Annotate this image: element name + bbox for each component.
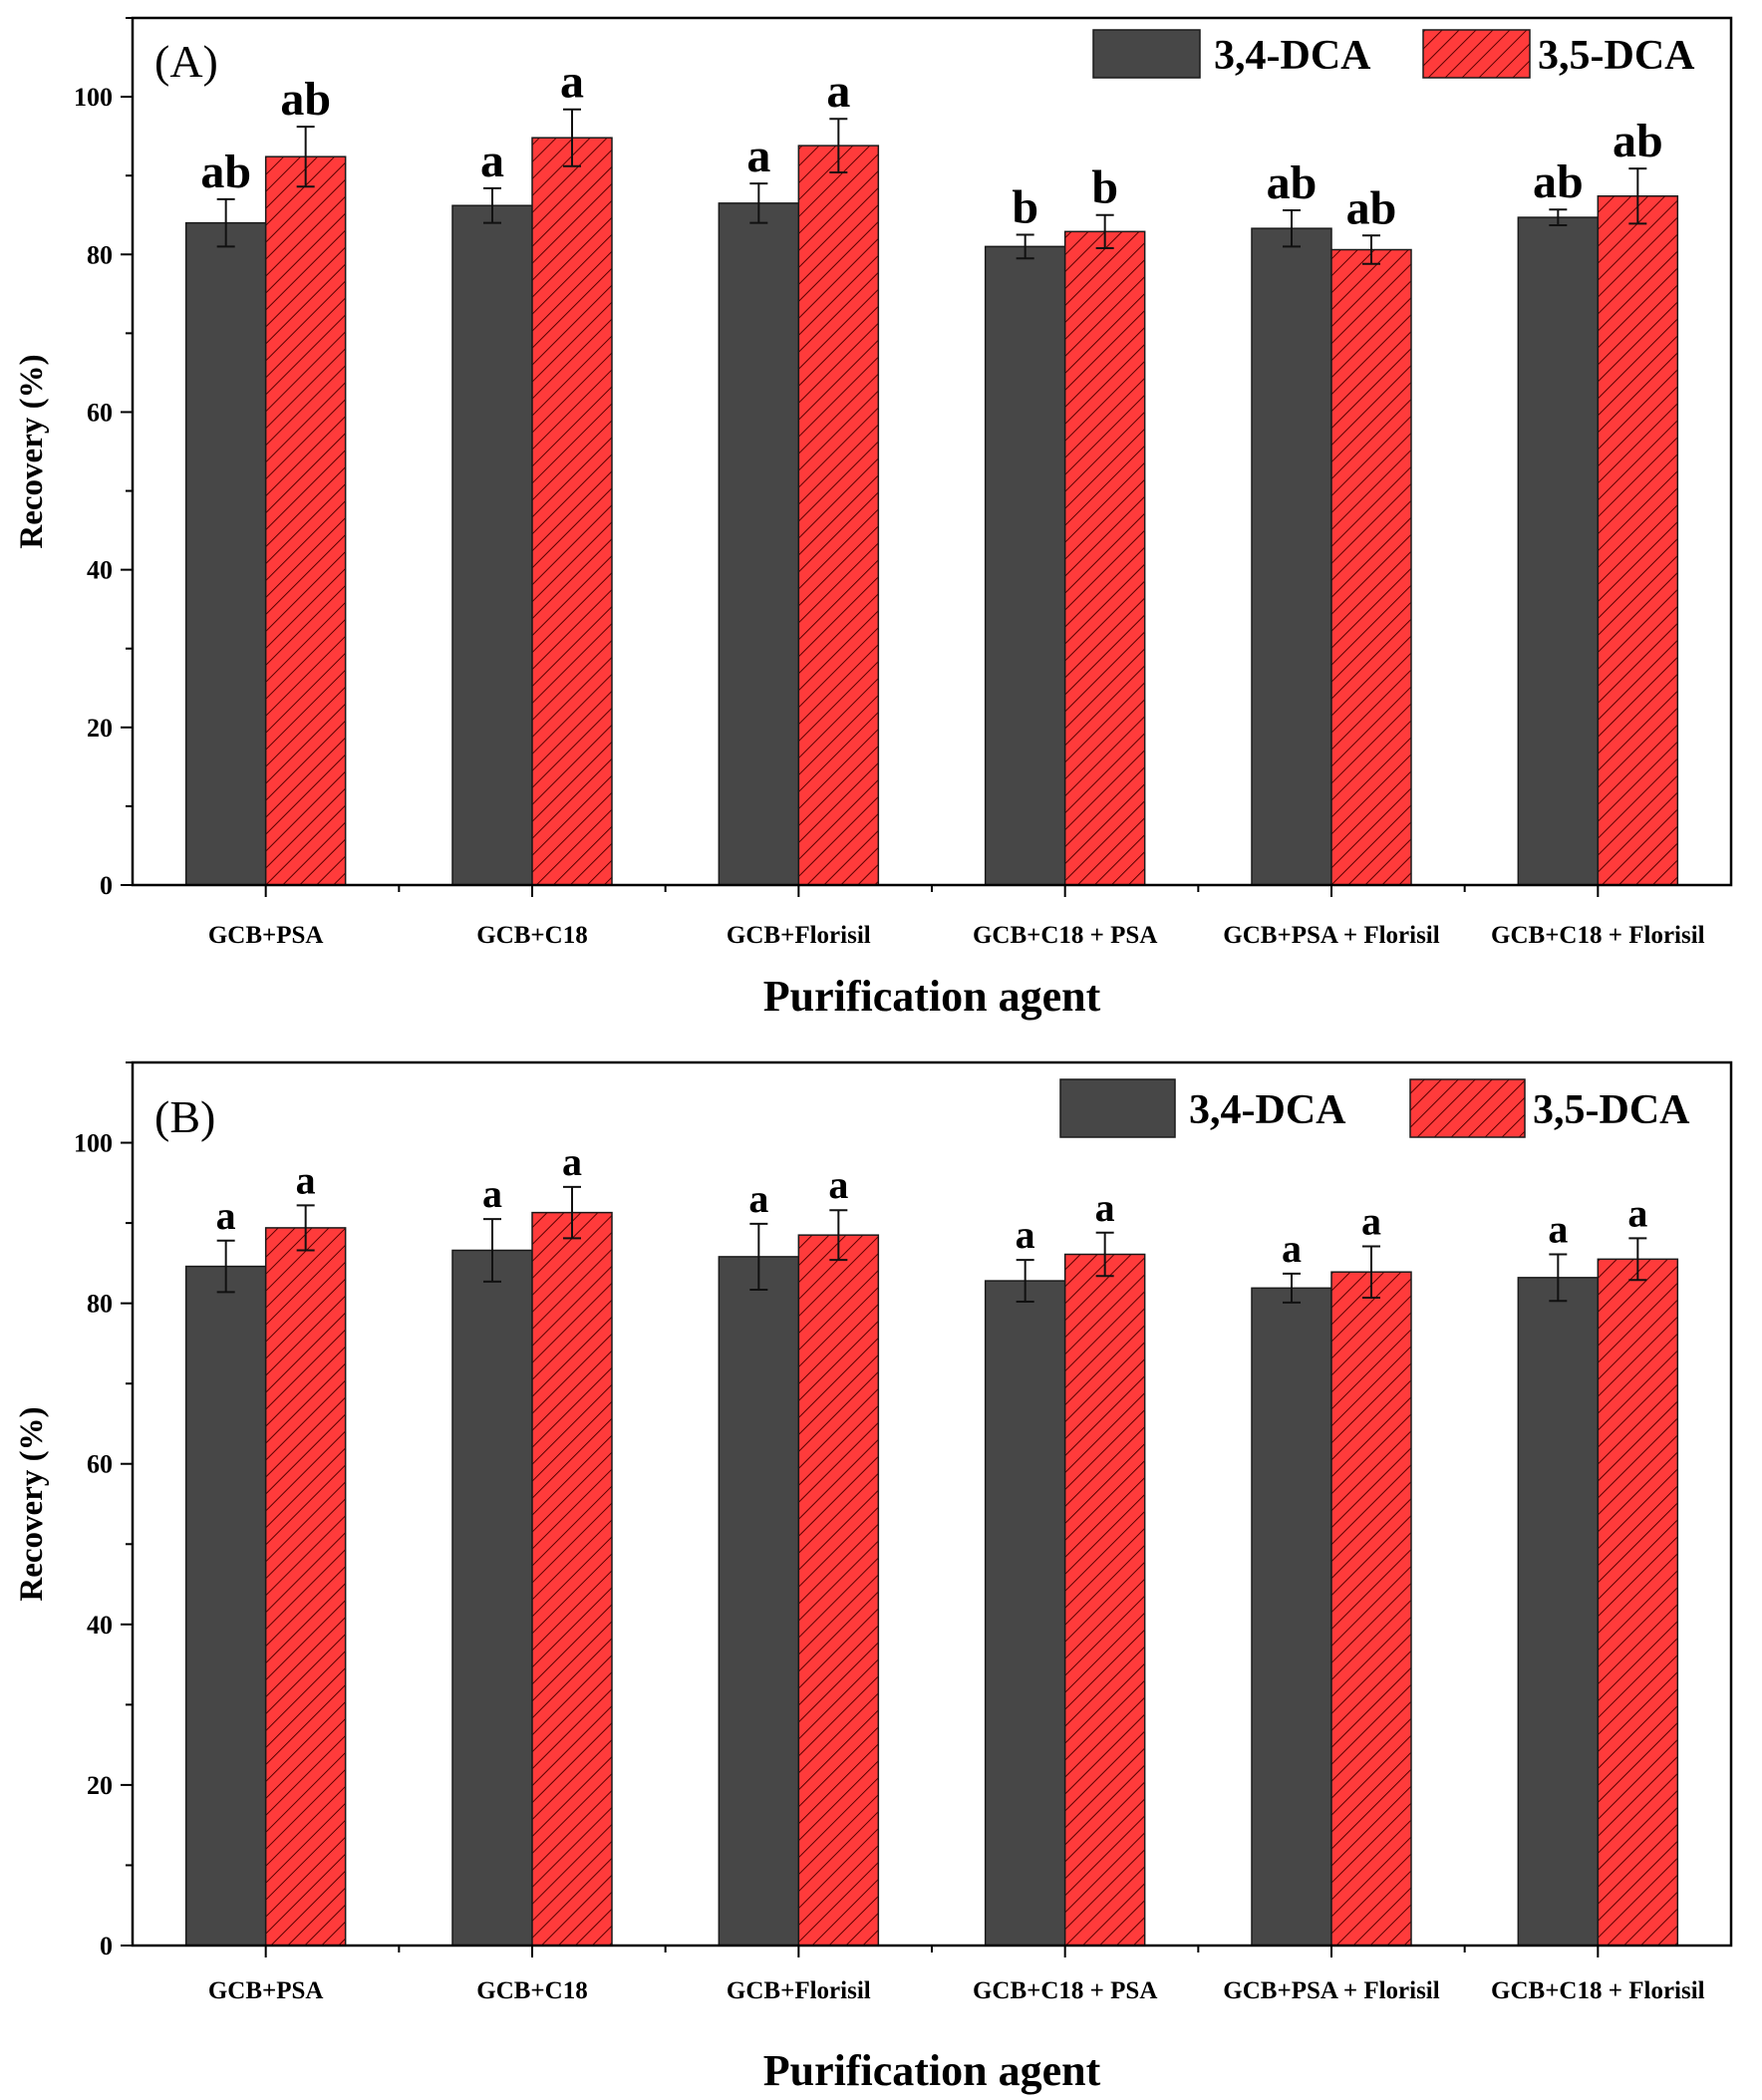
y-tick-label: 40 — [87, 556, 113, 585]
bar-3-5-dca — [1597, 194, 1679, 886]
chart-panel-b: 0 20 40 60 80 100 GCB+PSA a a GCB+C18 a a GCB+Floris… — [14, 1060, 1733, 2095]
significance-letter: a — [1282, 1226, 1302, 1271]
bar-3-4-dca — [184, 221, 267, 886]
plot-frame — [131, 1060, 1733, 1948]
category-label: GCB+C18 — [476, 1977, 587, 2004]
y-tick-label: 60 — [87, 398, 113, 427]
significance-letter: a — [748, 1176, 768, 1221]
bar-3-4-dca — [451, 204, 533, 886]
significance-letter: a — [1627, 1190, 1647, 1235]
significance-letter: ab — [280, 73, 331, 126]
y-tick-label: 100 — [74, 83, 113, 112]
bar-3-4-dca — [451, 1249, 533, 1947]
chart-panel-a: 020406080100GCB+PSAababGCB+C18aaGCB+Flor… — [14, 16, 1733, 1021]
category-label: GCB+C18 + Florisil — [1491, 1977, 1705, 2004]
bar-3-5-dca — [797, 1234, 880, 1947]
significance-letter: b — [1091, 161, 1118, 214]
significance-letter: a — [826, 65, 850, 118]
y-tick-label: 0 — [100, 871, 113, 900]
y-tick-label: 20 — [87, 714, 113, 743]
significance-letter: a — [1095, 1185, 1115, 1230]
x-axis-title: Purification agent — [763, 972, 1101, 1021]
significance-letter: a — [296, 1157, 316, 1202]
bar-3-4-dca — [718, 202, 800, 886]
plot-frame — [131, 16, 1733, 887]
bar-3-5-dca — [264, 155, 347, 886]
significance-letter: a — [216, 1193, 236, 1238]
significance-letter: a — [1548, 1207, 1568, 1252]
category-label: GCB+C18 + PSA — [973, 1977, 1157, 2004]
y-axis-title: Recovery (%) — [14, 354, 50, 548]
bar-3-5-dca — [1063, 230, 1146, 886]
bar-3-5-dca — [797, 145, 880, 886]
y-tick-label: 60 — [87, 1450, 113, 1479]
bar-3-4-dca — [1517, 216, 1600, 886]
legend-label-3-5-dca: 3,5-DCA — [1533, 1087, 1690, 1133]
y-tick-label: 20 — [87, 1771, 113, 1800]
significance-letter: b — [1012, 181, 1038, 234]
y-tick-label: 80 — [87, 240, 113, 269]
bar-3-4-dca — [1517, 1277, 1600, 1947]
significance-letter: a — [560, 56, 584, 109]
category-label: GCB+PSA — [208, 922, 324, 949]
bar-3-4-dca — [184, 1265, 267, 1947]
y-tick-label: 100 — [74, 1129, 113, 1158]
category-label: GCB+PSA + Florisil — [1223, 1977, 1439, 2004]
significance-letter: a — [828, 1162, 848, 1207]
panel-label: (A) — [154, 36, 218, 87]
significance-letter: ab — [1613, 115, 1663, 167]
significance-letter: a — [1361, 1198, 1381, 1243]
y-tick-label: 0 — [100, 1932, 113, 1960]
bar-3-4-dca — [1251, 227, 1332, 886]
significance-letter: ab — [1533, 155, 1584, 208]
bar-3-5-dca — [1330, 1271, 1412, 1947]
legend-label-3-4-dca: 3,4-DCA — [1214, 33, 1371, 79]
bar-3-5-dca — [1063, 1253, 1146, 1947]
bar-3-5-dca — [531, 1211, 613, 1947]
significance-letter: ab — [1267, 156, 1318, 209]
legend-swatch-3-5-dca — [1409, 1078, 1526, 1138]
legend-swatch-3-5-dca — [1422, 29, 1531, 79]
category-label: GCB+PSA — [208, 1977, 324, 2004]
bar-3-4-dca — [984, 1280, 1066, 1947]
x-axis-title: Purification agent — [763, 2046, 1101, 2095]
category-label: GCB+C18 — [476, 922, 587, 949]
bar-3-5-dca — [264, 1227, 347, 1947]
bar-3-4-dca — [984, 245, 1066, 886]
bar-3-4-dca — [1251, 1287, 1332, 1947]
panel-label: (B) — [154, 1091, 215, 1142]
category-label: GCB+C18 + PSA — [973, 922, 1157, 949]
significance-letter: a — [482, 1171, 502, 1216]
significance-letter: ab — [200, 146, 251, 198]
bar-3-5-dca — [531, 137, 613, 886]
bar-3-5-dca — [1330, 248, 1412, 886]
legend-swatch-3-4-dca — [1092, 29, 1201, 79]
y-axis-title: Recovery (%) — [14, 1406, 50, 1601]
category-label: GCB+PSA + Florisil — [1223, 922, 1439, 949]
significance-letter: a — [1016, 1212, 1035, 1257]
significance-letter: a — [480, 135, 504, 187]
category-label: GCB+Florisil — [727, 1977, 871, 2004]
legend-label-3-5-dca: 3,5-DCA — [1538, 33, 1695, 79]
significance-letter: ab — [1346, 181, 1397, 234]
bar-3-5-dca — [1597, 1258, 1679, 1947]
legend-swatch-3-4-dca — [1059, 1078, 1176, 1138]
category-label: GCB+C18 + Florisil — [1491, 922, 1705, 949]
bar-3-4-dca — [718, 1256, 800, 1947]
category-label: GCB+Florisil — [727, 922, 871, 949]
significance-letter: a — [746, 130, 770, 182]
significance-letter: a — [562, 1139, 582, 1184]
legend-label-3-4-dca: 3,4-DCA — [1189, 1087, 1346, 1133]
y-tick-label: 40 — [87, 1611, 113, 1640]
y-tick-label: 80 — [87, 1290, 113, 1319]
